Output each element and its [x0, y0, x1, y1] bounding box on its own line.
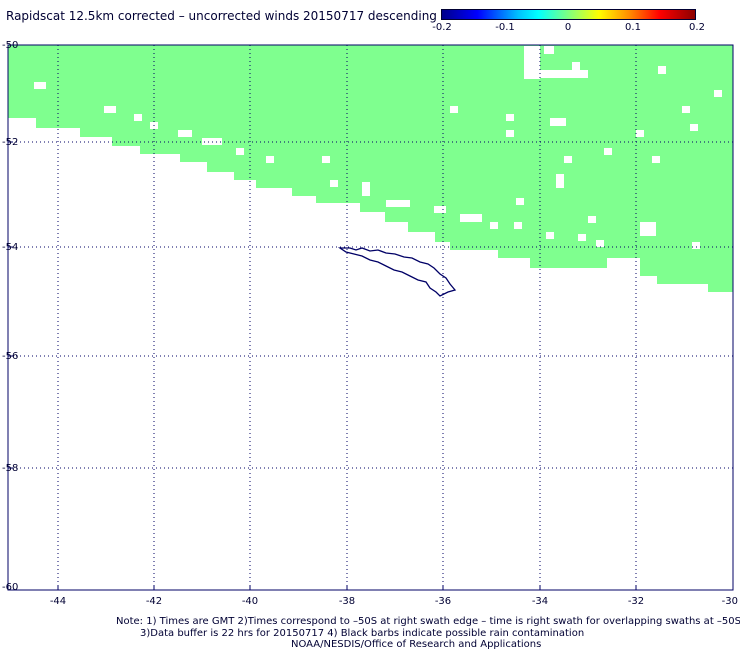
- lat-tick-label: -58: [2, 463, 18, 474]
- lat-tick-label: -50: [2, 40, 18, 51]
- lat-tick-label: -52: [2, 137, 18, 148]
- tick-marks: [8, 141, 637, 590]
- map-title: Rapidscat 12.5km corrected – uncorrected…: [6, 9, 437, 23]
- colorbar: [441, 9, 696, 20]
- lat-tick-label: -60: [2, 582, 18, 593]
- colorbar-label-neg: -0.1: [495, 22, 515, 33]
- footnote-line-3: NOAA/NESDIS/Office of Research and Appli…: [291, 639, 542, 650]
- lon-tick-label: -40: [242, 596, 258, 607]
- lon-tick-label: -32: [628, 596, 644, 607]
- lat-tick-label: -56: [2, 351, 18, 362]
- colorbar-label-pos: 0.1: [625, 22, 641, 33]
- lon-tick-label: -38: [339, 596, 355, 607]
- south-georgia-coastline: [337, 247, 457, 297]
- lon-tick-label: -42: [146, 596, 162, 607]
- lon-tick-label: -36: [435, 596, 451, 607]
- lon-tick-label: -34: [532, 596, 548, 607]
- colorbar-label-zero: 0: [564, 22, 572, 33]
- footnote-line-2: 3)Data buffer is 22 hrs for 20150717 4) …: [140, 628, 585, 639]
- map-frame: [7, 44, 734, 591]
- swath-coverage: [8, 45, 733, 292]
- colorbar-label-max: 0.2: [689, 22, 705, 33]
- lon-tick-label: -44: [50, 596, 66, 607]
- data-gaps: [34, 46, 722, 249]
- lat-tick-label: -54: [2, 242, 18, 253]
- footnote-line-1: Note: 1) Times are GMT 2)Times correspon…: [116, 616, 740, 627]
- lon-tick-label: -30: [722, 596, 738, 607]
- colorbar-label-min: -0.2: [432, 22, 452, 33]
- graticule: [8, 45, 733, 590]
